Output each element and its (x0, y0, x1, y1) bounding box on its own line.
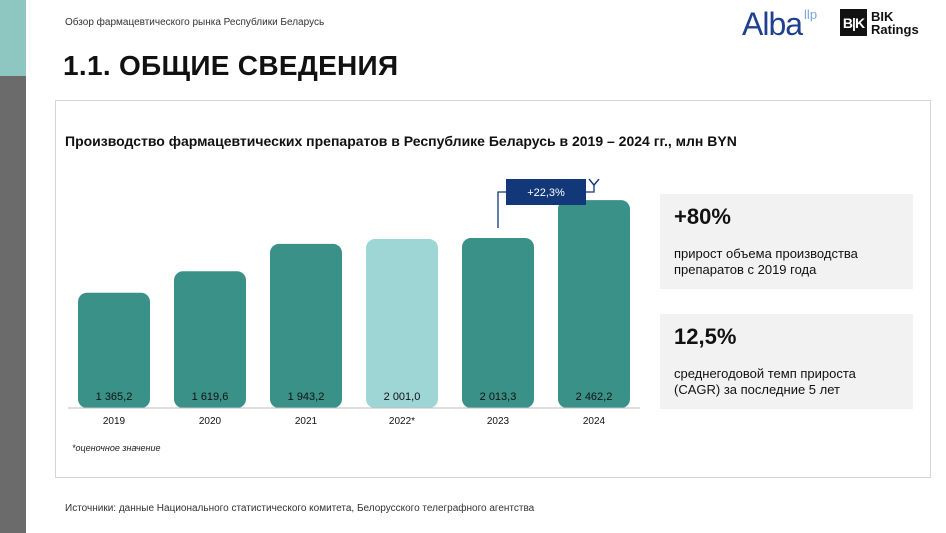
side-accent-bottom (0, 76, 26, 533)
growth-badge-label: +22,3% (527, 187, 565, 199)
x-tick-label: 2022* (389, 416, 415, 427)
bik-ratings-logo: B|K BIK Ratings (840, 9, 919, 36)
x-tick-label: 2024 (583, 416, 606, 427)
estimate-footnote: *оценочное значение (72, 443, 161, 453)
stat-value: +80% (674, 204, 731, 229)
bik-logo-line2: Ratings (871, 21, 919, 37)
report-subtitle: Обзор фармацевтического рынка Республики… (65, 17, 325, 28)
stat-description: среднегодовой темп прироста (CAGR) за по… (674, 366, 856, 397)
side-accent-top (0, 0, 26, 76)
bar (366, 239, 438, 408)
bar-value-label: 2 013,3 (480, 391, 517, 403)
stat-description: прирост объема производства препаратов с… (674, 246, 858, 277)
bar (270, 243, 342, 408)
bar (174, 271, 246, 408)
x-tick-label: 2019 (103, 416, 126, 427)
stat-box-growth: +80% прирост объема производства препара… (660, 194, 913, 289)
stat-value: 12,5% (674, 324, 737, 349)
growth-badge (506, 179, 586, 205)
alba-logo: Alba llp (742, 6, 817, 43)
x-tick-label: 2023 (487, 416, 510, 427)
arrow-down-icon (588, 178, 600, 187)
chart-title: Производство фармацевтических препаратов… (65, 133, 737, 149)
x-tick-label: 2021 (295, 416, 318, 427)
bik-logo-text: BIK Ratings (871, 10, 919, 36)
bar-value-label: 1 365,2 (96, 391, 133, 403)
page-title: 1.1. ОБЩИЕ СВЕДЕНИЯ (63, 50, 399, 81)
bar-chart: 1 365,2 2019 1 619,6 2020 1 943,2 2021 2 001,0… (68, 178, 640, 427)
x-tick-label: 2020 (199, 416, 222, 427)
source-note: Источники: данные Национального статисти… (65, 503, 535, 514)
bar-value-label: 1 943,2 (288, 391, 325, 403)
bar-value-label: 1 619,6 (192, 391, 229, 403)
bar-value-label: 2 462,2 (576, 391, 613, 403)
bik-logo-line1: BIK (871, 8, 894, 24)
bar (78, 292, 150, 408)
bar (558, 200, 630, 408)
bik-logo-mark: B|K (840, 9, 867, 36)
bar-value-label: 2 001,0 (384, 391, 421, 403)
bar (462, 237, 534, 408)
alba-logo-text: Alba (742, 6, 803, 42)
stat-box-cagr: 12,5% среднегодовой темп прироста (CAGR)… (660, 314, 913, 409)
alba-logo-sup: llp (804, 7, 818, 23)
